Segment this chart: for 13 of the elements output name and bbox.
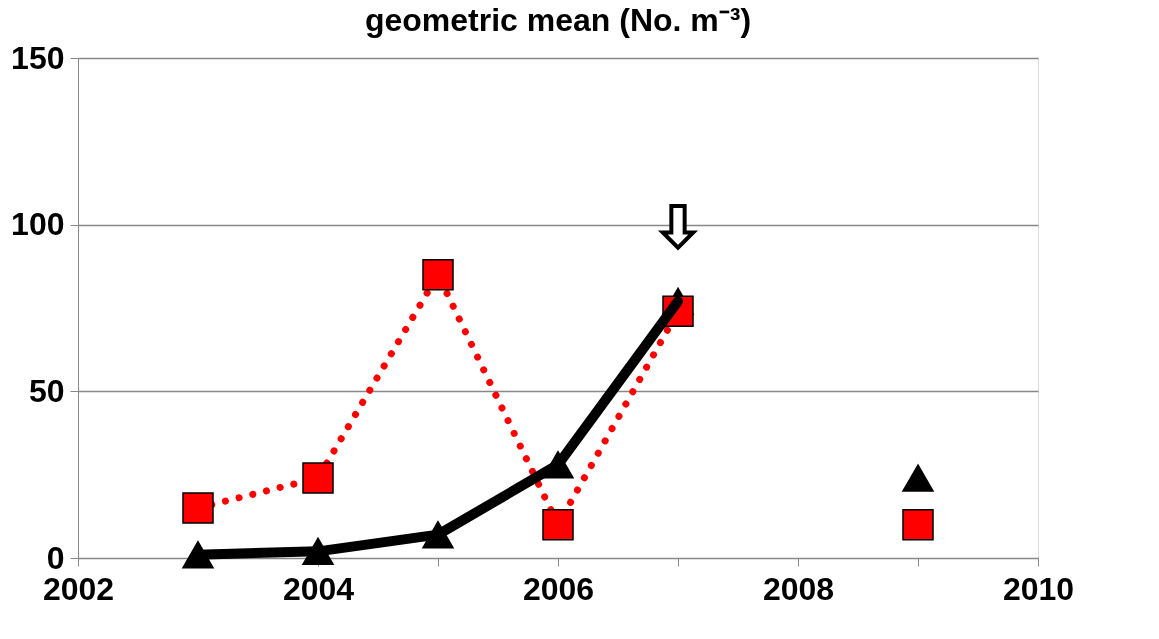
y-tick-label: 100	[11, 206, 65, 243]
point	[302, 462, 334, 494]
y-tick-label: 50	[28, 372, 65, 409]
point	[182, 492, 214, 524]
chart-title: geometric mean (No. m⁻³)	[364, 2, 752, 38]
x-tick-label: 2010	[1002, 570, 1075, 607]
x-tick-label: 2004	[282, 570, 355, 607]
y-tick-label: 150	[11, 39, 65, 76]
point	[542, 508, 574, 541]
point	[422, 258, 454, 291]
x-tick-label: 2006	[522, 570, 595, 607]
x-tick-label: 2008	[762, 570, 835, 607]
point	[902, 508, 934, 541]
